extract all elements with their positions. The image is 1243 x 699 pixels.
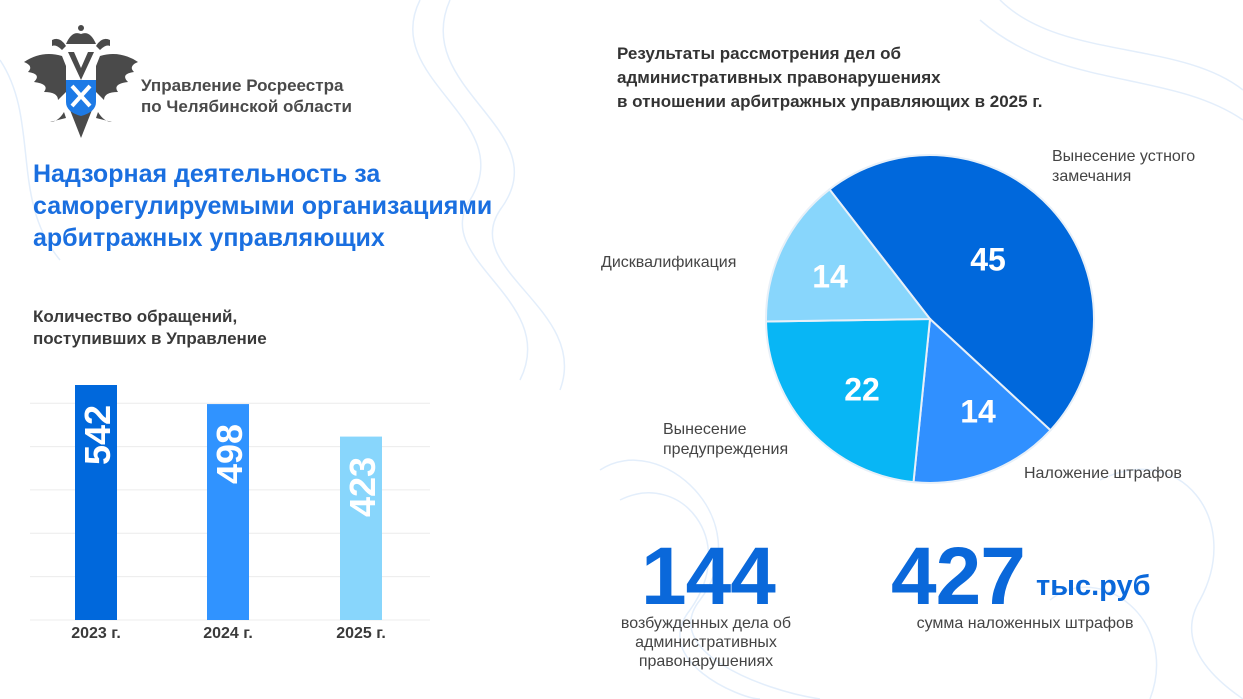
bar-chart-title-line: поступивших в Управление: [33, 329, 267, 348]
bar-2024: [207, 404, 249, 620]
pie-chart-title-line: в отношении арбитражных управляющих в 20…: [617, 92, 1043, 111]
pie-value-oral-remark: 45: [970, 241, 1006, 278]
pie-label-line: Вынесение устного: [1052, 148, 1196, 165]
caption-line: правонарушениях: [638, 653, 774, 670]
pie-label-line: замечания: [1052, 168, 1132, 185]
pie-slice: [912, 316, 1052, 484]
pie-chart-title: Результаты рассмотрения дел об администр…: [617, 42, 1042, 114]
bar-chart-title-line: Количество обращений,: [33, 307, 238, 326]
pie-slice: [828, 154, 1095, 432]
bar-2023: [75, 385, 117, 620]
fines-unit: тыс.руб: [1036, 570, 1151, 602]
pie-slice: [765, 188, 933, 323]
page-title-line: Надзорная деятельность за: [33, 160, 381, 188]
pie-label-line: предупреждения: [663, 441, 789, 458]
page-title-line: арбитражных управляющих: [33, 224, 385, 252]
pie-label-fines: Наложение штрафов: [1024, 464, 1182, 484]
pie-value-fines: 14: [960, 393, 996, 430]
x-axis-label: 2025 г.: [336, 625, 386, 642]
organization-name: Управление Росреестра по Челябинской обл…: [141, 75, 352, 117]
pie-chart-title-line: Результаты рассмотрения дел об: [617, 44, 901, 63]
cases-count: 144: [641, 531, 776, 622]
pie-label-line: Вынесение: [663, 421, 747, 438]
caption-line: возбужденных дела об: [620, 615, 792, 632]
x-axis-label: 2023 г.: [71, 625, 121, 642]
bar-chart-title: Количество обращений, поступивших в Упра…: [33, 306, 267, 350]
pie-label-line: Наложение штрафов: [1024, 465, 1182, 482]
bar-chart: [30, 385, 430, 621]
pie-label-oral-remark: Вынесение устного замечания: [1052, 147, 1195, 187]
pie-label-disqualification: Дисквалификация: [601, 253, 736, 273]
pie-label-warning: Вынесение предупреждения: [663, 420, 788, 460]
page-title-line: саморегулируемыми организациями: [33, 192, 493, 220]
organization-name-line: Управление Росреестра: [141, 76, 344, 95]
bar-2025: [340, 436, 382, 620]
caption-line: сумма наложенных штрафов: [916, 615, 1134, 632]
cases-caption: возбужденных дела об административных пр…: [606, 614, 806, 671]
pie-slice: [765, 317, 932, 484]
fines-sum: 427: [891, 531, 1026, 622]
pie-value-disqualification: 14: [812, 258, 848, 295]
organization-name-line: по Челябинской области: [141, 97, 352, 116]
fines-caption: сумма наложенных штрафов: [890, 614, 1160, 633]
rosreestr-emblem-logo: [24, 25, 138, 138]
pie-chart-title-line: административных правонарушениях: [617, 68, 941, 87]
page-title: Надзорная деятельность за саморегулируем…: [33, 158, 492, 254]
pie-label-line: Дисквалификация: [601, 254, 737, 271]
pie-value-warning: 22: [844, 371, 880, 408]
caption-line: административных: [635, 634, 777, 651]
x-axis-label: 2024 г.: [203, 625, 253, 642]
